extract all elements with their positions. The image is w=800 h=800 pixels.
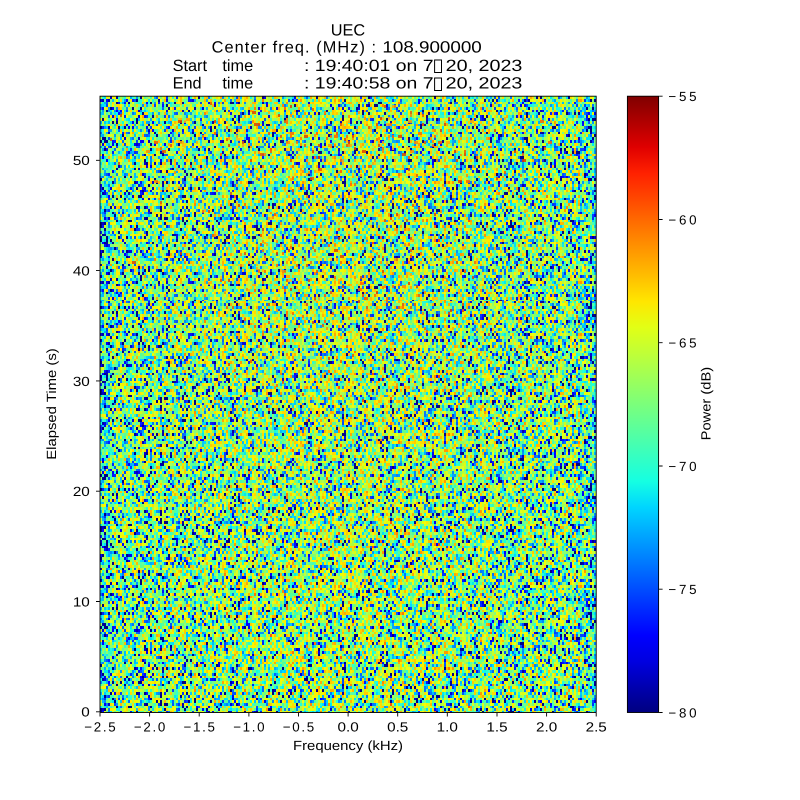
svg-text:10: 10 <box>73 594 90 609</box>
svg-text:0: 0 <box>81 705 89 720</box>
svg-text:−65: −65 <box>668 336 696 351</box>
svg-text:2.0: 2.0 <box>536 720 557 735</box>
svg-text:0.5: 0.5 <box>387 720 408 735</box>
svg-text:Power (dB): Power (dB) <box>699 367 714 441</box>
svg-text:−0.5: −0.5 <box>283 720 314 735</box>
svg-text:1.5: 1.5 <box>486 720 507 735</box>
svg-text:30: 30 <box>73 374 90 389</box>
svg-text:−2.0: −2.0 <box>134 720 165 735</box>
svg-text:−60: −60 <box>668 212 696 227</box>
svg-text:50: 50 <box>73 153 90 168</box>
svg-text:Elapsed Time (s): Elapsed Time (s) <box>44 348 59 460</box>
svg-text:−55: −55 <box>668 89 696 104</box>
svg-text:0.0: 0.0 <box>338 720 359 735</box>
svg-text:−80: −80 <box>668 705 696 720</box>
svg-text:40: 40 <box>73 263 90 278</box>
svg-text:−75: −75 <box>668 582 696 597</box>
svg-text:20: 20 <box>73 484 90 499</box>
svg-text:−1.5: −1.5 <box>184 720 215 735</box>
svg-text:−1.0: −1.0 <box>233 720 264 735</box>
svg-text:Frequency (kHz): Frequency (kHz) <box>293 738 403 753</box>
svg-text:2.5: 2.5 <box>586 720 607 735</box>
svg-text:Center freq. (MHz):108.900000: Center freq. (MHz):108.900000 <box>212 39 482 57</box>
svg-text:−70: −70 <box>668 459 696 474</box>
svg-text:1.0: 1.0 <box>437 720 458 735</box>
svg-text:−2.5: −2.5 <box>84 720 115 735</box>
svg-text:UEC: UEC <box>331 21 366 39</box>
